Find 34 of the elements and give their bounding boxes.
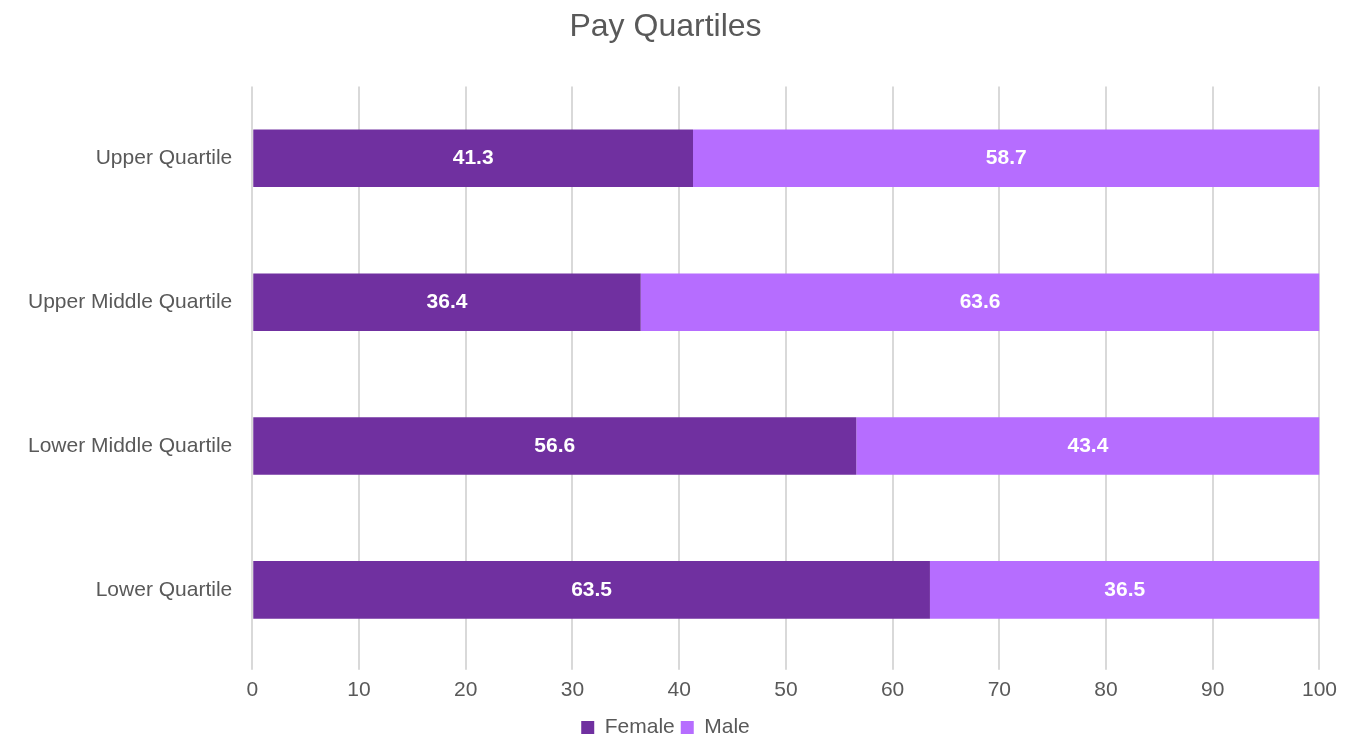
- x-tick-label: 50: [774, 677, 798, 701]
- data-label: 58.7: [985, 145, 1027, 169]
- bar: [253, 561, 930, 619]
- data-label: 36.5: [1104, 576, 1146, 600]
- data-label: 63.6: [959, 288, 1001, 312]
- bar: [929, 561, 1320, 619]
- bar: [856, 417, 1320, 475]
- data-label: 63.5: [571, 576, 613, 600]
- legend-label: Male: [704, 714, 750, 738]
- bar: [693, 129, 1320, 188]
- data-label: 56.6: [534, 432, 576, 456]
- x-tick-label: 30: [560, 677, 585, 701]
- bar: [253, 417, 857, 475]
- x-tick-label: 80: [1094, 677, 1118, 701]
- x-tick-label: 70: [987, 677, 1011, 701]
- data-label: 41.3: [452, 145, 494, 169]
- x-tick-label: 60: [880, 677, 905, 701]
- y-tick-label: Upper Quartile: [95, 145, 233, 169]
- y-tick-label: Lower Middle Quartile: [27, 432, 233, 456]
- x-tick-label: 0: [246, 677, 259, 701]
- x-tick-label: 20: [454, 677, 478, 701]
- legend-label: Female: [604, 714, 675, 738]
- y-tick-label: Upper Middle Quartile: [27, 288, 233, 312]
- x-tick-label: 40: [667, 677, 691, 701]
- data-label: 36.4: [426, 288, 468, 312]
- bar: [640, 273, 1320, 331]
- x-tick-label: 90: [1201, 677, 1225, 701]
- bar: [253, 273, 641, 331]
- bar: [253, 129, 694, 188]
- data-label: 43.4: [1067, 432, 1109, 456]
- x-tick-label: 100: [1301, 677, 1337, 701]
- chart-title: Pay Quartiles: [569, 7, 762, 44]
- y-tick-label: Lower Quartile: [95, 576, 233, 600]
- x-tick-label: 10: [347, 677, 371, 701]
